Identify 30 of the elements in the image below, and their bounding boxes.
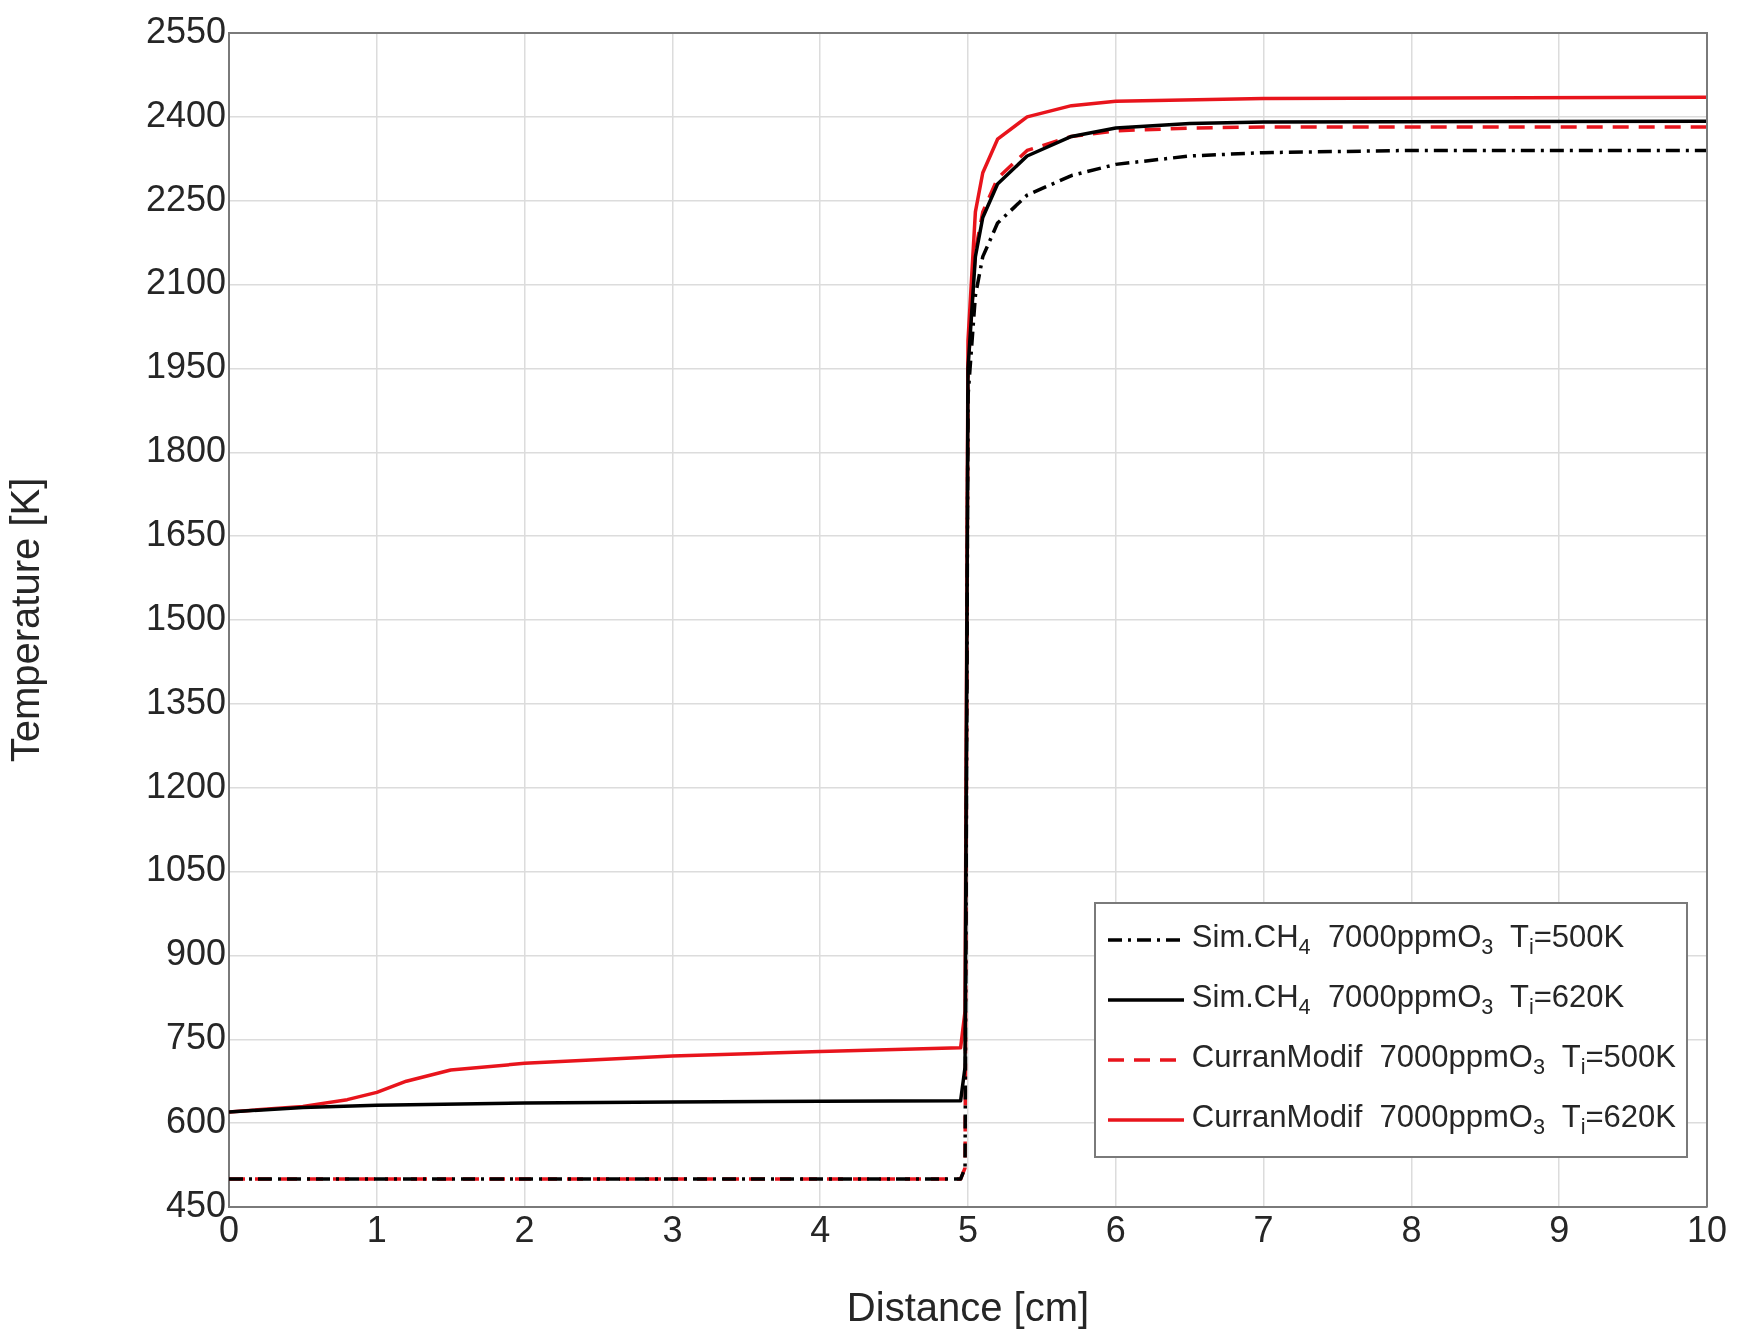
y-tick-label: 2100 <box>145 261 226 303</box>
x-tick-label: 2 <box>514 1208 535 1250</box>
x-tick-label: 4 <box>810 1208 831 1250</box>
x-tick-label: 1 <box>366 1208 387 1250</box>
y-tick-label: 900 <box>165 932 226 974</box>
y-tick-label: 1500 <box>145 596 226 638</box>
legend-label: Sim.CH$_{4}$ 7000ppmO$_{3}$ T$_{i}$=620K <box>1191 979 1625 1021</box>
x-axis-title: Distance [cm] <box>846 1285 1090 1330</box>
x-tick-label: 3 <box>662 1208 683 1250</box>
y-tick-label: 1950 <box>145 345 226 387</box>
y-tick-label: 750 <box>165 1016 226 1058</box>
legend-label: CurranModif 7000ppmO$_{3}$ T$_{i}$=620K <box>1191 1099 1676 1141</box>
x-tick-label: 6 <box>1105 1208 1126 1250</box>
legend-label: CurranModif 7000ppmO$_{3}$ T$_{i}$=500K <box>1191 1039 1676 1081</box>
y-axis-title: Temperature [K] <box>3 477 48 763</box>
x-tick-label: 9 <box>1549 1208 1570 1250</box>
x-tick-label: 8 <box>1401 1208 1422 1250</box>
y-tick-label: 2550 <box>145 9 226 51</box>
y-tick-label: 1650 <box>145 513 226 555</box>
y-tick-label: 600 <box>165 1100 226 1142</box>
y-tick-label: 1350 <box>145 680 226 722</box>
y-tick-label: 2250 <box>145 177 226 219</box>
x-tick-label: 10 <box>1686 1208 1728 1250</box>
y-tick-label: 1800 <box>145 429 226 471</box>
y-tick-label: 2400 <box>145 93 226 135</box>
legend-label: Sim.CH$_{4}$ 7000ppmO$_{3}$ T$_{i}$=500K <box>1191 919 1625 961</box>
y-tick-label: 1050 <box>145 848 226 890</box>
y-tick-label: 1200 <box>145 764 226 806</box>
x-tick-label: 5 <box>957 1208 979 1250</box>
x-tick-label: 7 <box>1253 1208 1274 1250</box>
